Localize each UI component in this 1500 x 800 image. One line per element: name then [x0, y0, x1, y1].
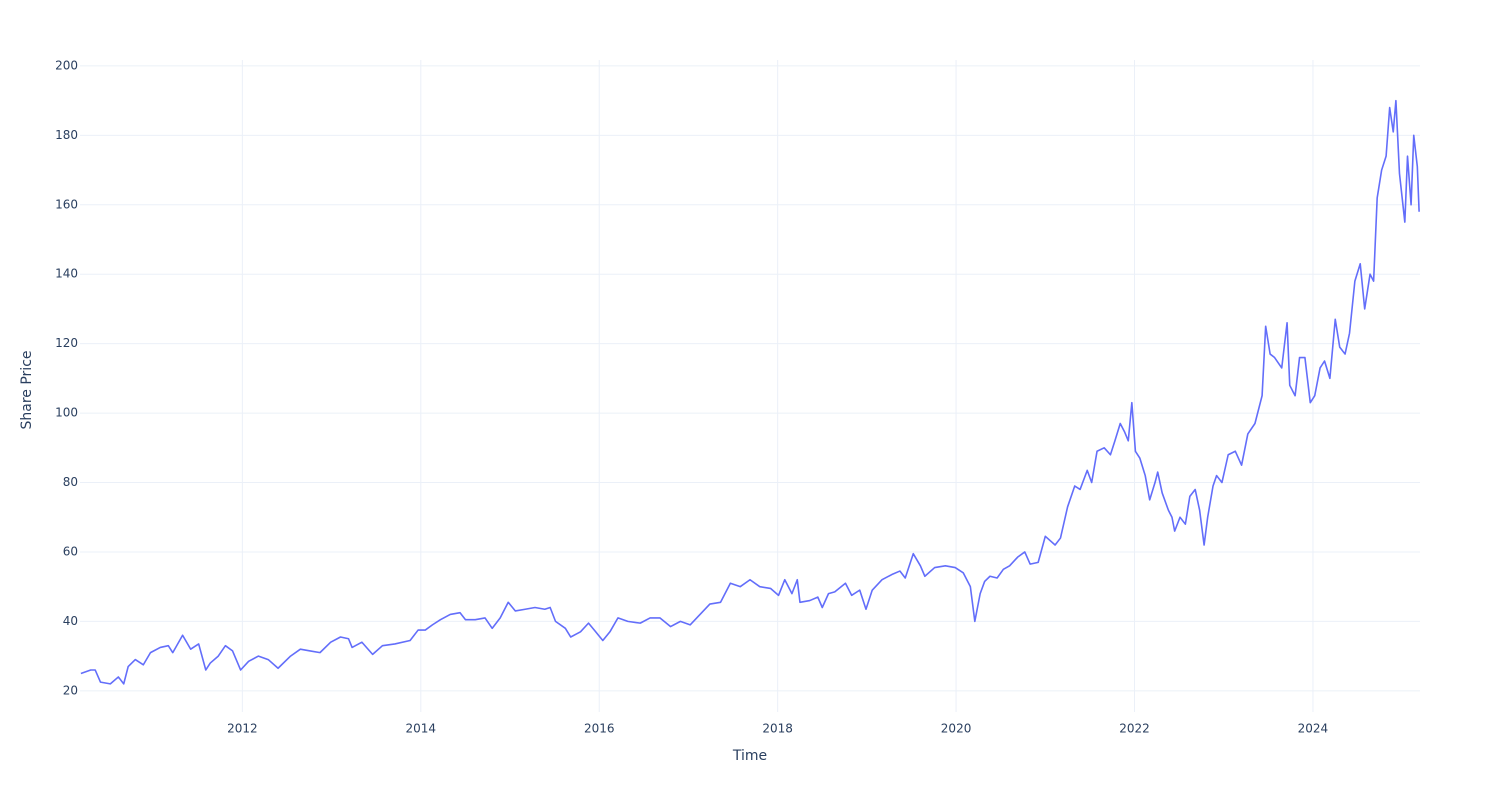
x-tick-label: 2012	[227, 722, 258, 736]
y-tick-label: 20	[63, 683, 78, 697]
plot-area	[80, 99, 1420, 685]
y-tick-label: 60	[63, 544, 78, 558]
grid	[80, 60, 1420, 712]
x-tick-label: 2014	[406, 722, 437, 736]
y-tick-label: 200	[55, 58, 78, 72]
x-tick-label: 2018	[762, 722, 793, 736]
x-tick-label: 2024	[1298, 722, 1329, 736]
y-tick-label: 160	[55, 197, 78, 211]
y-tick-label: 120	[55, 336, 78, 350]
y-tick-label: 40	[63, 614, 78, 628]
y-axis-title: Share Price	[19, 350, 35, 429]
x-tick-label: 2016	[584, 722, 615, 736]
y-tick-label: 140	[55, 267, 78, 281]
y-tick-label: 80	[63, 475, 78, 489]
y-tick-label: 180	[55, 128, 78, 142]
price-line	[80, 99, 1420, 685]
x-axis-title: Time	[732, 748, 767, 764]
x-tick-label: 2020	[941, 722, 972, 736]
y-tick-label: 100	[55, 406, 78, 420]
x-tick-label: 2022	[1119, 722, 1150, 736]
